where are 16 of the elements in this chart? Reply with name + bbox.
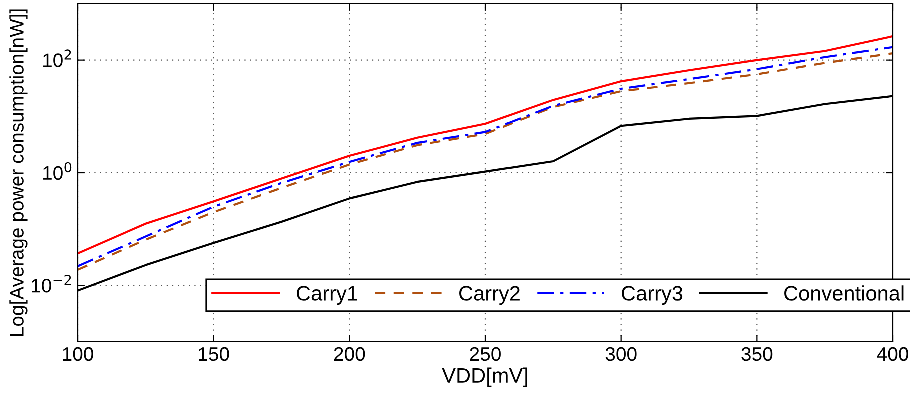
legend-label: Carry2 bbox=[460, 286, 520, 306]
legend-label: Carry1 bbox=[297, 286, 358, 306]
x-tick-label: 200 bbox=[334, 347, 366, 362]
y-tick-label: 10$^{0}$ bbox=[44, 162, 72, 180]
legend-label: Carry3 bbox=[622, 286, 683, 306]
legend-label: Conventional bbox=[784, 286, 904, 301]
x-tick-label: 300 bbox=[606, 347, 637, 362]
x-tick-label: 100 bbox=[63, 347, 94, 362]
x-tick-label: 250 bbox=[470, 347, 501, 362]
y-tick-label: 10$^{−2}$ bbox=[32, 275, 72, 293]
x-tick-label: 350 bbox=[742, 347, 773, 362]
y-axis-title: Log[Average power consumption[nW]] bbox=[10, 10, 28, 336]
x-tick-label: 150 bbox=[199, 347, 230, 362]
x-axis-title: VDD[mV] bbox=[442, 368, 528, 388]
x-tick-label: 400 bbox=[877, 347, 908, 362]
y-tick-label: 10$^{2}$ bbox=[44, 50, 72, 68]
